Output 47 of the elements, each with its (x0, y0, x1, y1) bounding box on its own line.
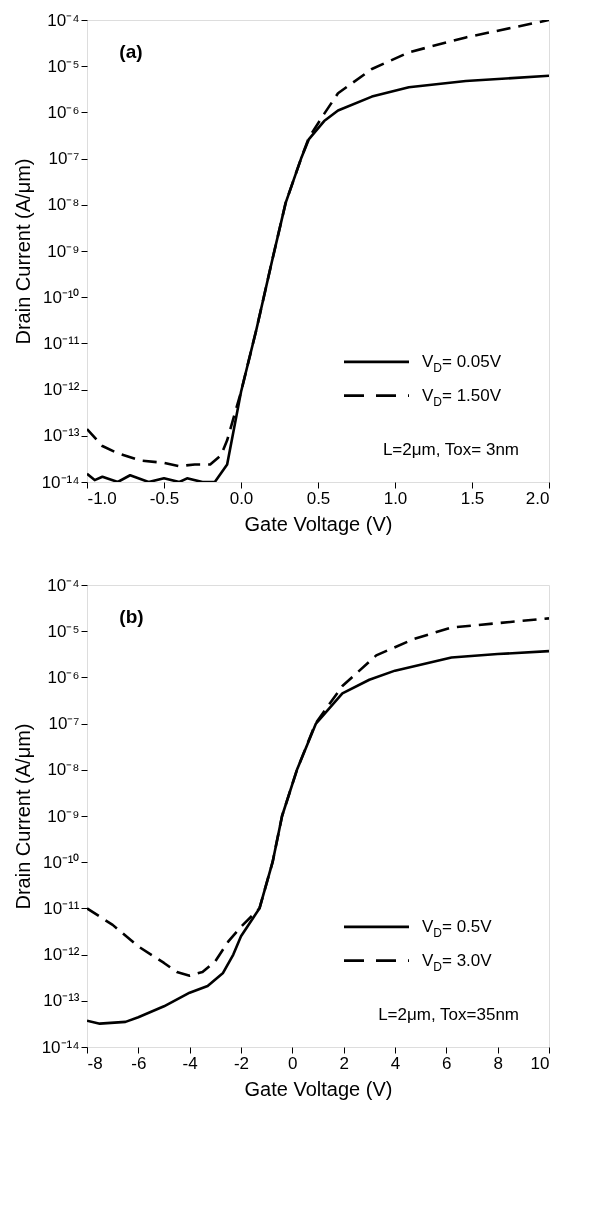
x-tick-label: 6 (442, 1053, 452, 1073)
x-tick-label: 8 (493, 1053, 503, 1073)
y-tick-label: 10⁻⁵ (47, 621, 80, 641)
x-tick-label: -2 (233, 1053, 250, 1073)
y-axis-title: Drain Current (A/μm) (11, 723, 34, 910)
x-tick-label: -0.5 (149, 488, 180, 508)
x-tick-label: 0.5 (306, 488, 331, 508)
x-tick-label: -4 (182, 1053, 198, 1073)
x-tick-label: 0 (288, 1053, 298, 1073)
y-tick-label: 10⁻⁴ (47, 10, 80, 30)
text: (a) (119, 41, 143, 63)
x-axis-title: Gate Voltage (V) (244, 512, 393, 535)
x-axis-title: Gate Voltage (V) (244, 1077, 393, 1100)
y-tick-label: 10⁻⁹ (47, 806, 80, 826)
y-tick-label: 10⁻¹⁰ (42, 852, 80, 872)
annotation: L=2μm, Tox= 3nm (382, 439, 519, 459)
y-tick-label: 10⁻¹⁰ (42, 287, 80, 307)
y-tick-label: 10⁻¹³ (43, 991, 80, 1011)
x-tick-label: 0.0 (229, 488, 254, 508)
y-tick-label: 10⁻⁷ (48, 149, 80, 169)
y-tick-label: 10⁻¹³ (43, 426, 80, 446)
y-tick-label: 10⁻¹² (43, 945, 80, 965)
x-tick-label: 1.5 (460, 488, 485, 508)
x-tick-label: -8 (87, 1053, 103, 1073)
x-tick-label: 1.0 (383, 488, 408, 508)
x-tick-label: 10 (530, 1053, 550, 1073)
x-tick-label: 2 (339, 1053, 349, 1073)
y-tick-label: 10⁻⁶ (47, 667, 80, 687)
x-tick-label: -6 (131, 1053, 147, 1073)
y-tick-label: 10⁻¹¹ (43, 333, 80, 353)
y-tick-label: 10⁻⁶ (47, 102, 80, 122)
y-tick-label: 10⁻¹⁴ (41, 472, 80, 492)
y-tick-label: 10⁻⁷ (48, 714, 80, 734)
y-tick-label: 10⁻¹⁴ (41, 1037, 80, 1057)
x-tick-label: 4 (390, 1053, 401, 1073)
y-tick-label: 10⁻⁸ (47, 195, 80, 215)
x-tick-label: -1.0 (87, 488, 117, 508)
y-tick-label: 10⁻⁵ (47, 56, 80, 76)
y-tick-label: 10⁻⁹ (47, 241, 80, 261)
x-tick-label: 2.0 (525, 488, 550, 508)
y-tick-label: 10⁻¹² (43, 380, 80, 400)
y-axis-title: Drain Current (A/μm) (11, 158, 34, 345)
y-tick-label: 10⁻⁴ (47, 575, 80, 595)
annotation: L=2μm, Tox=35nm (378, 1004, 519, 1024)
y-tick-label: 10⁻⁸ (47, 760, 80, 780)
text: (b) (119, 606, 144, 628)
y-tick-label: 10⁻¹¹ (43, 898, 80, 918)
